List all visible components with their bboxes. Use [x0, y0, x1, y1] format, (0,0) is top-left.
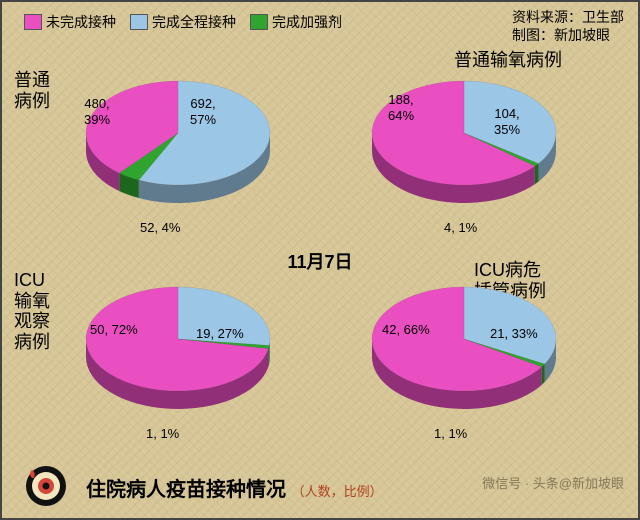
swatch-magenta: [24, 14, 42, 30]
slice-label: 19, 27%: [196, 326, 244, 342]
swatch-green: [250, 14, 268, 30]
source-line: 资料来源：卫生部: [512, 8, 624, 26]
legend-item: 完成全程接种: [130, 12, 236, 32]
pie-side: [542, 364, 545, 385]
slice-label: 52, 4%: [140, 220, 180, 236]
slice-label: 188, 64%: [388, 92, 414, 123]
slice-label: 692, 57%: [190, 96, 216, 127]
source-block: 资料来源：卫生部 制图：新加坡眼: [512, 8, 624, 44]
chart-cell-4: ICU病危 插管病例21, 33%1, 1%42, 66%: [324, 260, 634, 460]
legend-label: 完成加强剂: [272, 12, 342, 32]
slice-label: 104, 35%: [494, 106, 520, 137]
chart-cell-2: 普通输氧病例104, 35%4, 1%188, 64%: [324, 48, 634, 248]
pie-chart: [364, 274, 564, 414]
pie-side: [535, 164, 539, 185]
slice-label: 50, 72%: [90, 322, 138, 338]
chart-cell-3: ICU 输氧 观察 病例 19, 27% 1, 1% 50, 72%: [10, 260, 320, 460]
legend-item: 完成加强剂: [250, 12, 342, 32]
bottom-title: 住院病人疫苗接种情况 （人数，比例）: [86, 473, 383, 502]
pie-chart: [78, 68, 278, 208]
chart-title: ICU 输氧 观察 病例: [14, 270, 50, 353]
slice-label: 4, 1%: [444, 220, 477, 236]
slice-label: 42, 66%: [382, 322, 430, 338]
chart-title: 普通 病例: [14, 70, 50, 111]
date-label: 11月7日: [287, 248, 352, 274]
swatch-blue: [130, 14, 148, 30]
bottom-subtitle: （人数，比例）: [292, 484, 383, 499]
slice-label: 21, 33%: [490, 326, 538, 342]
pie-chart: [364, 68, 564, 208]
watermark: 微信号 · 头条@新加坡眼: [482, 473, 624, 492]
chart-cell-1: 普通 病例 692, 57% 52, 4% 480, 39%: [10, 48, 320, 248]
slice-label: 1, 1%: [146, 426, 179, 442]
legend-label: 完成全程接种: [152, 12, 236, 32]
source-line: 制图：新加坡眼: [512, 26, 624, 44]
legend: 未完成接种 完成全程接种 完成加强剂: [24, 12, 342, 32]
bottom-title-text: 住院病人疫苗接种情况: [86, 479, 286, 501]
pie-chart: [78, 274, 278, 414]
logo-icon: [24, 464, 68, 508]
legend-item: 未完成接种: [24, 12, 116, 32]
slice-label: 1, 1%: [434, 426, 467, 442]
legend-label: 未完成接种: [46, 12, 116, 32]
slice-label: 480, 39%: [84, 96, 110, 127]
